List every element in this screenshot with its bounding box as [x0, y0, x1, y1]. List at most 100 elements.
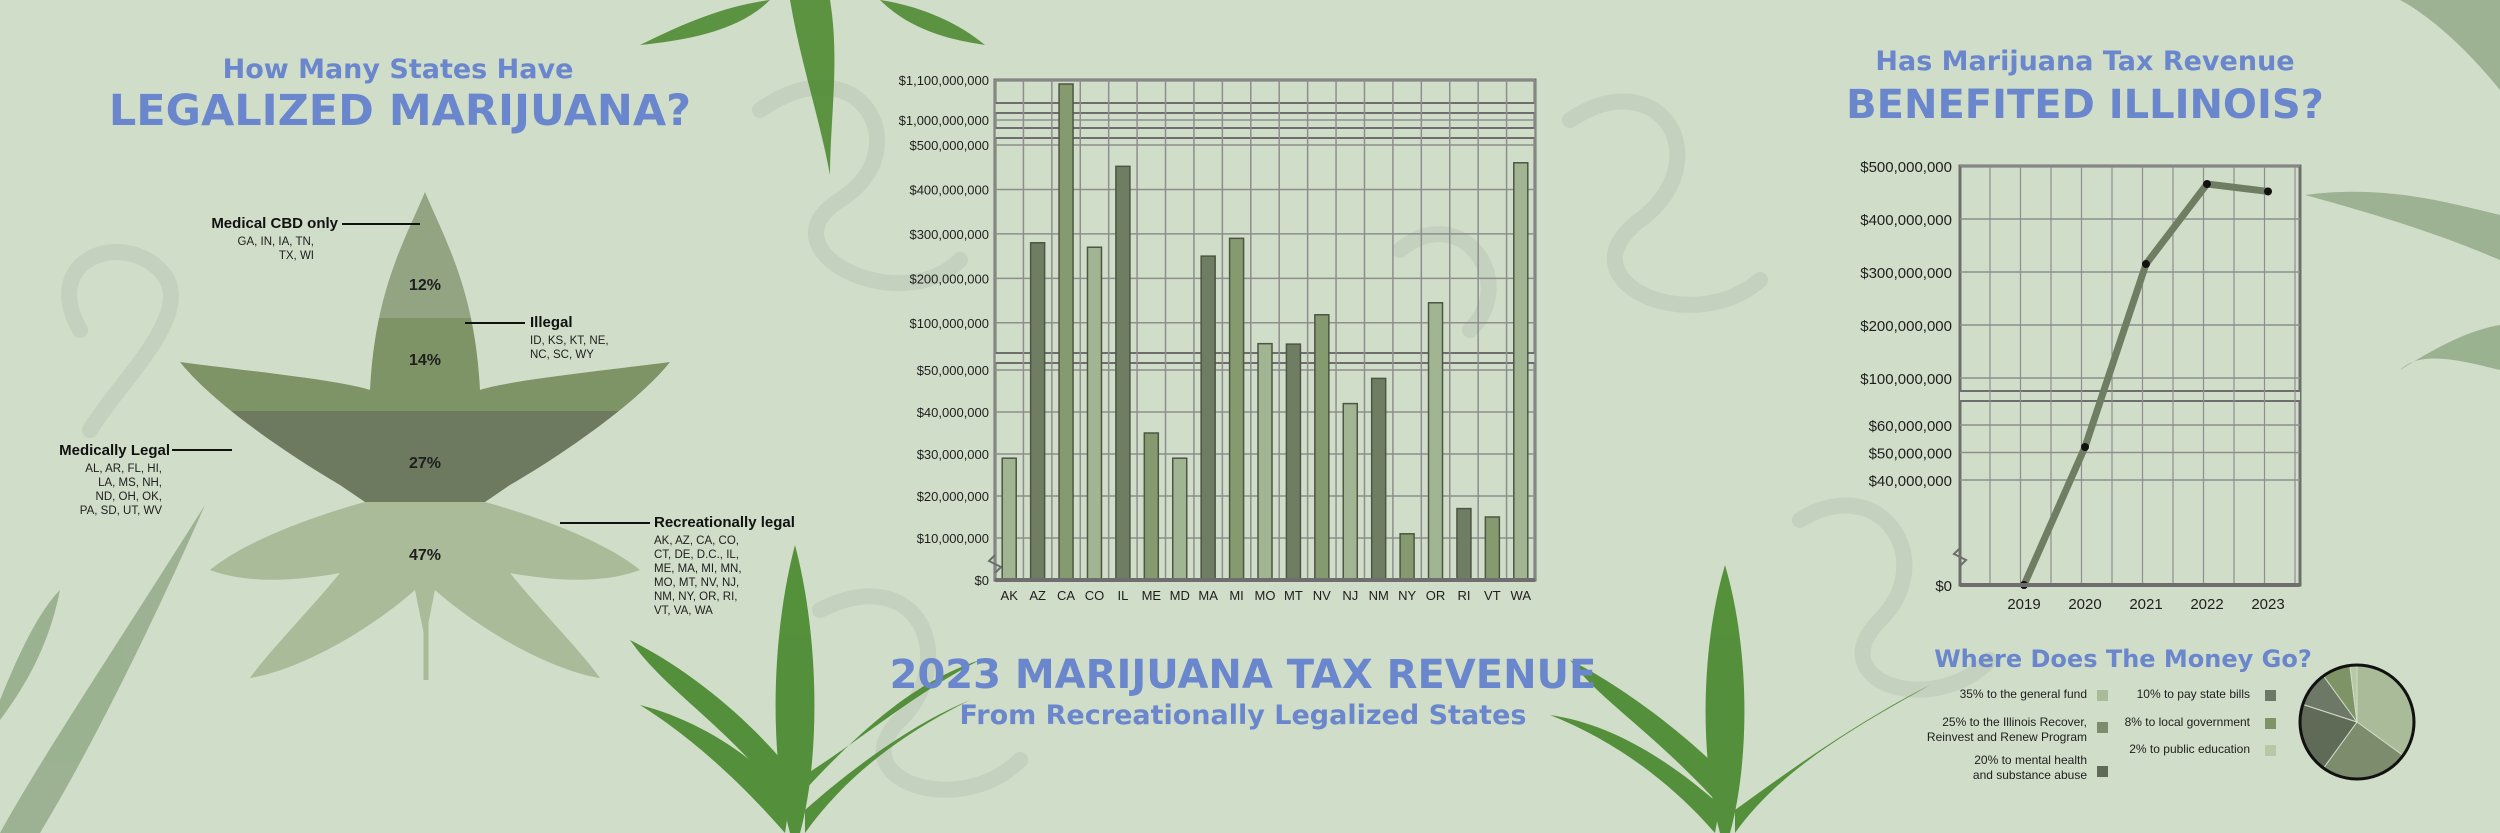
bar-x-tick-label: MO [1255, 588, 1276, 603]
line-y-tick-label: $0 [1935, 578, 1952, 595]
leaf-states-text: CT, DE, D.C., IL, [654, 549, 739, 561]
line-y-tick-label: $50,000,000 [1869, 446, 1952, 463]
bar-y-tick-label: $40,000,000 [917, 405, 989, 420]
middle-title-line2: From Recreationally Legalized States [960, 700, 1527, 731]
bar-y-tick-label: $1,100,000,000 [899, 73, 989, 88]
leaf-percent-label: 14% [409, 352, 441, 369]
bar-AZ [1029, 242, 1046, 581]
leaf-category-label: Recreationally legal [654, 514, 795, 531]
money-title: Where Does The Money Go? [1934, 645, 2312, 673]
line-y-tick-label: $400,000,000 [1860, 212, 1952, 229]
bar-y-tick-label: $50,000,000 [917, 363, 989, 378]
bar-x-tick-label: NM [1369, 588, 1389, 603]
bar-x-tick-label: AZ [1029, 588, 1046, 603]
leaf-category-label: Illegal [530, 314, 573, 331]
leaf-states-text: ME, MA, MI, MN, [654, 563, 742, 575]
leaf-states-text: PA, SD, UT, WV [80, 505, 163, 517]
bar-x-tick-label: NJ [1342, 588, 1358, 603]
cannabis-leaf-icon [640, 0, 985, 175]
money-legend-label: 35% to the general fund [1960, 687, 2087, 701]
cannabis-leaf-icon [1550, 565, 1930, 833]
bar-NV [1314, 314, 1330, 581]
bar-MT [1285, 343, 1302, 581]
line-x-tick-label: 2023 [2251, 596, 2284, 613]
bar-y-tick-label: $500,000,000 [909, 138, 989, 153]
axis-break-band [995, 128, 1535, 138]
bar-y-tick-label: $10,000,000 [917, 531, 989, 546]
axis-break-band [995, 103, 1535, 113]
bar-x-tick-label: MI [1229, 588, 1243, 603]
line-chart-frame [1958, 164, 2302, 587]
bar-x-tick-label: CA [1057, 588, 1075, 603]
bar-NY [1399, 533, 1415, 581]
bar-y-tick-label: $100,000,000 [909, 316, 989, 331]
bar-OR [1427, 302, 1444, 581]
leaf-legend: Medical CBD only GA, IN, IA, TN, TX, WI Ill… [59, 215, 795, 617]
leaf-states-text: GA, IN, IA, TN, [238, 236, 314, 248]
bar-CA [1058, 83, 1074, 581]
leaf-band-3 [180, 502, 670, 678]
bar-MO [1257, 342, 1273, 581]
line-y-tick-label: $40,000,000 [1869, 473, 1952, 490]
cannabis-leaf-icon [0, 505, 205, 833]
cannabis-leaf-icon [2305, 0, 2500, 370]
bar-x-tick-label: NV [1313, 588, 1331, 603]
money-legend-label: 2% to public education [2129, 742, 2250, 756]
bar-y-tick-label: $30,000,000 [917, 447, 989, 462]
money-pie-chart [2298, 663, 2416, 781]
axis-zigzag [987, 554, 1003, 574]
leaf-states-text: AK, AZ, CA, CO, [654, 535, 739, 547]
line-x-tick-label: 2021 [2129, 596, 2162, 613]
bar-chart: $0 $10,000,000 $20,000,000 $30,000,000 $40,0… [899, 73, 1537, 603]
bar-NJ [1342, 402, 1359, 581]
money-legend-label: 20% to mental health and substance abuse [1973, 753, 2087, 782]
line-y-tick-label: $200,000,000 [1860, 318, 1952, 335]
leaf-states-text: NC, SC, WY [530, 349, 594, 361]
money-legend: 35% to the general fund 25% to the Illino… [1927, 687, 2276, 782]
axis-break-band [1960, 391, 2300, 401]
bar-x-tick-label: MA [1198, 588, 1218, 603]
bar-AK [1001, 457, 1017, 581]
line-point-2020 [2081, 443, 2089, 451]
line-point-2022 [2203, 180, 2211, 189]
leaf-percent-label: 47% [409, 547, 441, 564]
leaf-states-text: ND, OH, OK, [96, 491, 162, 503]
leaf-percent-label: 12% [409, 277, 441, 294]
bar-IL [1115, 165, 1131, 581]
leaf-category-label: Medical CBD only [211, 215, 338, 232]
bar-x-tick-label: AK [1001, 588, 1019, 603]
money-legend-swatch [2097, 690, 2108, 701]
bar-y-tick-label: $0 [975, 573, 989, 588]
bar-x-tick-label: MD [1170, 588, 1190, 603]
money-legend-swatch [2097, 766, 2108, 777]
bar-x-tick-label: MT [1284, 588, 1303, 603]
money-pie-outline [2298, 663, 2416, 781]
bar-y-tick-label: $300,000,000 [909, 227, 989, 242]
bar-x-tick-label: IL [1117, 588, 1128, 603]
line-chart: $0 $40,000,000 $50,000,000 $60,000,000 $100,… [1860, 159, 2302, 613]
bar-RI [1456, 507, 1472, 581]
bar-MD [1171, 457, 1188, 581]
leaf-states-text: MO, MT, NV, NJ, [654, 577, 739, 589]
money-legend-label: 25% to the Illinois Recover, Reinvest and… [1927, 715, 2087, 744]
leaf-states-text: LA, MS, NH, [98, 477, 162, 489]
leaf-states-text: ID, KS, KT, NE, [530, 335, 609, 347]
money-legend-swatch [2265, 718, 2276, 729]
bar-WA [1513, 162, 1529, 581]
bar-VT [1484, 516, 1501, 581]
money-legend-swatch [2097, 722, 2108, 733]
line-x-tick-label: 2022 [2190, 596, 2223, 613]
smoke-swirls [61, 79, 1998, 798]
line-x-tick-label: 2019 [2007, 596, 2040, 613]
leaf-category-label: Medically Legal [59, 442, 170, 459]
leaf-chart: 12% 14% 27% 47% [180, 192, 670, 678]
leaf-band-0 [180, 192, 670, 318]
bar-y-tick-label: $1,000,000,000 [899, 113, 989, 128]
leaf-states-text: TX, WI [279, 250, 314, 262]
bar-ME [1143, 432, 1160, 581]
bar-NM [1370, 377, 1387, 581]
bar-MI [1228, 237, 1245, 581]
line-y-tick-label: $300,000,000 [1860, 265, 1952, 282]
